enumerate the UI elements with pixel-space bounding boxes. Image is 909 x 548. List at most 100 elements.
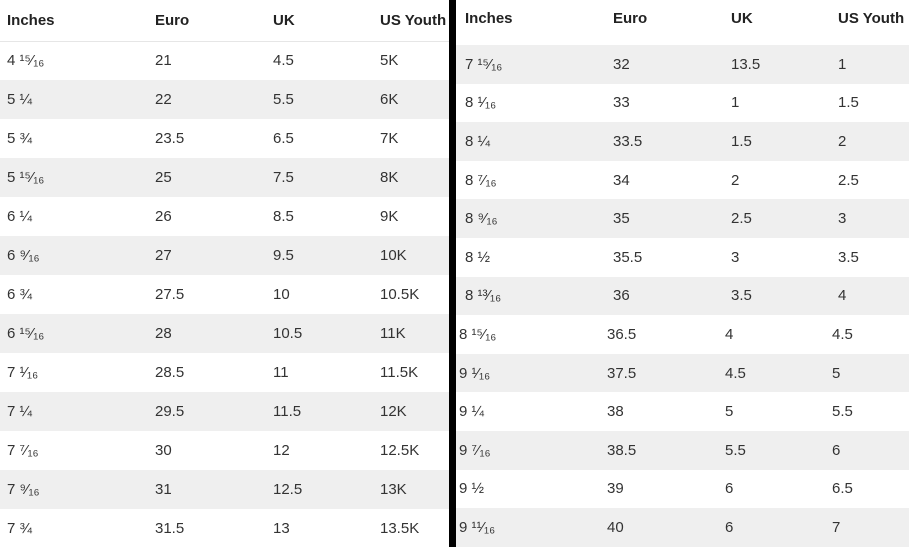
cell-uk: 5.5	[273, 91, 294, 108]
cell-inches: 8 ½	[465, 248, 491, 266]
table-row: 6 ⁹⁄₁₆ 27 9.5 10K	[0, 236, 456, 275]
cell-euro: 25	[155, 169, 172, 186]
cell-euro: 23.5	[155, 130, 185, 147]
cell-inches: 7 ¹⁵⁄₁₆	[465, 55, 503, 73]
cell-inches: 9 ½	[459, 480, 485, 498]
header-inches: Inches	[465, 10, 513, 27]
cell-uk: 12	[273, 442, 290, 459]
cell-euro: 21	[155, 52, 172, 70]
left-size-table: Inches Euro UK US Youth 4 ¹⁵⁄₁₆ 21 4.5 5K 5 …	[0, 0, 456, 537]
cell-us-youth: 13.5K	[380, 520, 420, 537]
table-row: 6 ¾ 27.5 10 10.5K	[0, 275, 456, 314]
cell-uk: 6	[725, 518, 734, 536]
table-row: 8 ¹³⁄₁₆ 36 3.5 4	[456, 276, 909, 316]
cell-euro: 32	[613, 55, 630, 73]
cell-inches: 8 ¹³⁄₁₆	[465, 287, 502, 305]
cell-uk: 1	[731, 94, 740, 112]
cell-us-youth: 1.5	[838, 94, 859, 112]
cell-us-youth: 2	[838, 132, 847, 150]
cell-euro: 30	[155, 442, 172, 459]
cell-us-youth: 9K	[380, 208, 399, 225]
cell-inches: 7 ¾	[7, 520, 33, 537]
header-inches: Inches	[7, 11, 55, 29]
table-row: 9 ¹¹⁄₁₆ 40 6 7	[456, 508, 909, 547]
cell-inches: 4 ¹⁵⁄₁₆	[7, 52, 45, 70]
cell-euro: 36	[613, 287, 630, 305]
cell-us-youth: 4	[838, 287, 847, 305]
table-row: 4 ¹⁵⁄₁₆ 21 4.5 5K	[0, 41, 456, 80]
cell-us-youth: 13K	[380, 481, 407, 498]
cell-us-youth: 7K	[380, 130, 399, 147]
cell-us-youth: 6.5	[832, 480, 853, 498]
cell-euro: 22	[155, 91, 172, 108]
cell-inches: 6 ⁹⁄₁₆	[7, 247, 40, 264]
table-row: 6 ¼ 26 8.5 9K	[0, 197, 456, 236]
cell-uk: 13.5	[731, 55, 761, 73]
cell-uk: 2	[731, 171, 740, 189]
cell-us-youth: 5.5	[832, 403, 853, 421]
cell-euro: 26	[155, 208, 172, 225]
cell-euro: 40	[607, 518, 624, 536]
cell-uk: 3	[731, 248, 740, 266]
cell-uk: 9.5	[273, 247, 294, 264]
cell-uk: 10.5	[273, 325, 303, 342]
table-row: 7 ¹⁄₁₆ 28.5 11 11.5K	[0, 353, 456, 392]
table-row: 8 ¹⁄₁₆ 33 1 1.5	[456, 84, 909, 123]
cell-inches: 5 ¼	[7, 91, 33, 108]
cell-inches: 9 ¹⁄₁₆	[459, 364, 491, 382]
cell-inches: 7 ⁷⁄₁₆	[7, 442, 39, 459]
cell-inches: 8 ⁹⁄₁₆	[465, 210, 498, 228]
cell-uk: 4	[725, 325, 734, 343]
left-size-table-panel: Inches Euro UK US Youth 4 ¹⁵⁄₁₆ 21 4.5 5K 5 …	[0, 0, 456, 547]
cell-euro: 37.5	[607, 364, 637, 382]
cell-euro: 28	[155, 325, 172, 342]
cell-uk: 1.5	[731, 132, 752, 150]
cell-uk: 4.5	[273, 52, 294, 70]
cell-uk: 5	[725, 403, 734, 421]
table-row: 7 ¹⁵⁄₁₆ 32 13.5 1	[456, 45, 909, 84]
cell-inches: 8 ⁷⁄₁₆	[465, 171, 497, 189]
cell-uk: 4.5	[725, 364, 746, 382]
cell-inches: 6 ¼	[7, 208, 33, 225]
table-row: 9 ⁷⁄₁₆ 38.5 5.5 6	[456, 430, 909, 470]
cell-us-youth: 1	[838, 55, 847, 73]
table-row: 9 ¹⁄₁₆ 37.5 4.5 5	[456, 353, 909, 393]
cell-uk: 6	[725, 480, 734, 498]
cell-euro: 36.5	[607, 325, 637, 343]
cell-uk: 2.5	[731, 210, 752, 228]
cell-inches: 8 ¼	[465, 132, 491, 150]
cell-us-youth: 10K	[380, 247, 407, 264]
table-row: 8 ⁹⁄₁₆ 35 2.5 3	[456, 199, 909, 238]
cell-uk: 5.5	[725, 441, 746, 459]
cell-uk: 10	[273, 286, 290, 303]
cell-euro: 27.5	[155, 286, 185, 303]
cell-inches: 8 ¹⁄₁₆	[465, 94, 497, 112]
cell-euro: 27	[155, 247, 172, 264]
cell-inches: 9 ⁷⁄₁₆	[459, 441, 491, 459]
cell-us-youth: 12.5K	[380, 442, 420, 459]
cell-us-youth: 2.5	[838, 171, 859, 189]
header-us-youth: US Youth	[838, 10, 905, 27]
table-row: 5 ¹⁵⁄₁₆ 25 7.5 8K	[0, 158, 456, 197]
table-row: 5 ¼ 22 5.5 6K	[0, 80, 456, 119]
table-row: 9 ¼ 38 5 5.5	[456, 392, 909, 431]
cell-us-youth: 3	[838, 210, 847, 228]
cell-inches: 5 ¾	[7, 130, 33, 147]
cell-inches: 6 ¹⁵⁄₁₆	[7, 325, 45, 342]
table-row: 8 ¼ 33.5 1.5 2	[456, 122, 909, 161]
cell-us-youth: 11.5K	[380, 364, 419, 381]
header-uk: UK	[273, 11, 295, 29]
cell-inches: 7 ¹⁄₁₆	[7, 364, 39, 381]
table-row: 5 ¾ 23.5 6.5 7K	[0, 119, 456, 158]
cell-us-youth: 10.5K	[380, 286, 420, 303]
cell-euro: 31.5	[155, 520, 185, 537]
cell-uk: 11.5	[273, 403, 302, 420]
cell-euro: 38.5	[607, 441, 637, 459]
cell-inches: 7 ¼	[7, 403, 33, 420]
header-euro: Euro	[155, 11, 190, 29]
header-euro: Euro	[613, 10, 648, 27]
table-header-row: Inches Euro UK US Youth	[0, 0, 456, 41]
cell-inches: 5 ¹⁵⁄₁₆	[7, 169, 45, 186]
cell-uk: 12.5	[273, 481, 303, 498]
header-uk: UK	[731, 10, 753, 27]
